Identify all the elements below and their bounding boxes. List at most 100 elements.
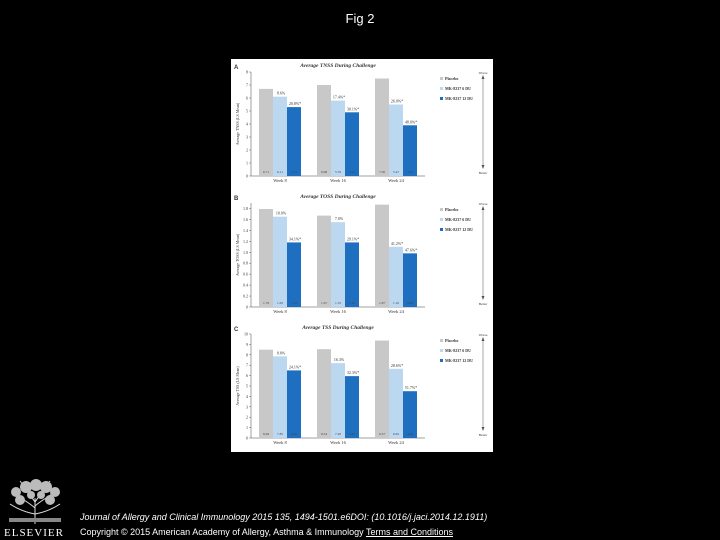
- bar-value-label: 7.50: [379, 170, 385, 174]
- y-tick-label: 1.6: [243, 217, 248, 222]
- bar-value-label: 1.79: [263, 301, 269, 305]
- legend-label: MK-8237 12 DU: [445, 358, 473, 363]
- percent-reduction-label: 47.6%*: [405, 247, 417, 252]
- arrow-label-better: Better: [479, 433, 488, 437]
- bar: [331, 100, 345, 176]
- bar-value-label: 5.76: [335, 170, 341, 174]
- y-axis-label: Average TSS (LS Mean): [235, 366, 240, 406]
- bar: [259, 349, 273, 438]
- direction-arrowhead-up: [481, 337, 485, 341]
- bar-value-label: 7.85: [277, 432, 283, 436]
- arrow-label-better: Better: [479, 302, 488, 306]
- y-tick-label: 1.2: [243, 239, 248, 244]
- panel-a: A Average TNSS During Challenge Average TN…: [231, 59, 493, 190]
- y-tick-label: 0: [246, 436, 248, 441]
- bar-value-label: 5.47: [393, 170, 399, 174]
- bar: [317, 349, 331, 438]
- bar: [389, 368, 403, 438]
- bar: [273, 96, 287, 176]
- bar: [259, 88, 273, 176]
- arrow-label-better: Better: [479, 171, 488, 175]
- y-tick-label: 2: [246, 148, 248, 153]
- figure-title: Fig 2: [345, 11, 375, 26]
- bar: [375, 204, 389, 307]
- bar: [331, 222, 345, 307]
- percent-reduction-label: 10.0%: [276, 211, 287, 216]
- panel-b: B Average TOSS During Challenge Average TO…: [231, 190, 493, 321]
- chart-panel-b: B Average TOSS During Challenge Average TO…: [234, 194, 488, 314]
- percent-reduction-label: 20.8%*: [289, 101, 301, 106]
- legend-label: Placebo: [445, 207, 458, 212]
- percent-reduction-label: 24.1%*: [289, 364, 301, 369]
- bar-value-label: 6.50: [291, 432, 297, 436]
- y-tick-label: 0.4: [243, 283, 248, 288]
- bar-value-label: 7.20: [335, 432, 341, 436]
- figure-panel: A Average TNSS During Challenge Average TN…: [231, 59, 493, 452]
- direction-arrowhead-down: [481, 296, 485, 300]
- bar: [287, 107, 301, 176]
- y-tick-label: 1.0: [243, 250, 248, 255]
- chart-title: Average TOSS During Challenge: [299, 194, 376, 200]
- panel-letter: A: [234, 65, 239, 71]
- y-tick-label: 7: [246, 83, 248, 88]
- bar-value-label: 6.65: [393, 432, 399, 436]
- percent-reduction-label: 16.3%: [334, 357, 345, 362]
- bar: [403, 125, 417, 176]
- percent-reduction-label: 26.0%*: [391, 99, 403, 104]
- y-tick-label: 0.2: [243, 294, 248, 299]
- x-tick-label: Week 8: [273, 309, 287, 314]
- percent-reduction-label: 48.0%*: [405, 119, 417, 124]
- direction-arrowhead-up: [481, 206, 485, 210]
- bar: [345, 376, 359, 438]
- legend-swatch: [440, 339, 443, 342]
- bar-value-label: 8.49: [263, 432, 269, 436]
- copyright-text: Copyright © 2015 American Academy of All…: [80, 527, 364, 537]
- legend-label: MK-8237 6 DU: [445, 86, 471, 91]
- direction-arrowhead-up: [481, 75, 485, 79]
- y-tick-label: 4: [246, 122, 248, 127]
- bar: [389, 246, 403, 307]
- y-tick-label: 5: [246, 384, 248, 389]
- x-tick-label: Week 16: [330, 440, 347, 445]
- bar: [375, 340, 389, 438]
- bar: [345, 112, 359, 176]
- x-tick-label: Week 16: [330, 309, 347, 314]
- y-axis-label: Average TNSS (LS Mean): [235, 102, 240, 145]
- percent-reduction-label: 28.6%*: [391, 363, 403, 368]
- bar: [403, 391, 417, 438]
- elsevier-tree-logo: [6, 478, 64, 524]
- bar-value-label: 1.18: [291, 301, 297, 305]
- bar-value-label: 4.50: [407, 432, 413, 436]
- legend-swatch: [440, 77, 443, 80]
- percent-reduction-label: 7.0%: [335, 216, 344, 221]
- y-tick-label: 6: [246, 96, 248, 101]
- bar-value-label: 1.67: [321, 301, 327, 305]
- terms-link[interactable]: Terms and Conditions: [365, 527, 453, 537]
- legend-label: Placebo: [445, 76, 458, 81]
- legend-label: MK-8237 12 DU: [445, 96, 473, 101]
- percent-reduction-label: 41.2%*: [391, 241, 403, 246]
- bar-value-label: 3.91: [407, 170, 413, 174]
- legend-swatch: [440, 97, 443, 100]
- y-tick-label: 4: [246, 394, 248, 399]
- bar-value-label: 1.10: [393, 301, 399, 305]
- y-tick-label: 8: [246, 70, 248, 75]
- bar-value-label: 0.98: [407, 301, 413, 305]
- x-tick-label: Week 24: [388, 440, 405, 445]
- percent-reduction-label: 8.8%: [277, 350, 286, 355]
- citation-text: Journal of Allergy and Clinical Immunolo…: [80, 512, 488, 522]
- legend-swatch: [440, 87, 443, 90]
- bar-value-label: 6.11: [277, 170, 283, 174]
- x-tick-label: Week 8: [273, 178, 287, 183]
- x-tick-label: Week 24: [388, 178, 405, 183]
- percent-reduction-label: 32.3%*: [347, 370, 359, 375]
- chart-title: Average TSS During Challenge: [301, 325, 374, 331]
- bar: [389, 104, 403, 176]
- bar: [317, 215, 331, 307]
- y-tick-label: 1: [246, 161, 248, 166]
- bar-value-label: 6.71: [263, 170, 269, 174]
- bar-value-label: 6.98: [321, 170, 327, 174]
- direction-arrowhead-down: [481, 427, 485, 431]
- bar: [273, 216, 287, 307]
- legend-swatch: [440, 228, 443, 231]
